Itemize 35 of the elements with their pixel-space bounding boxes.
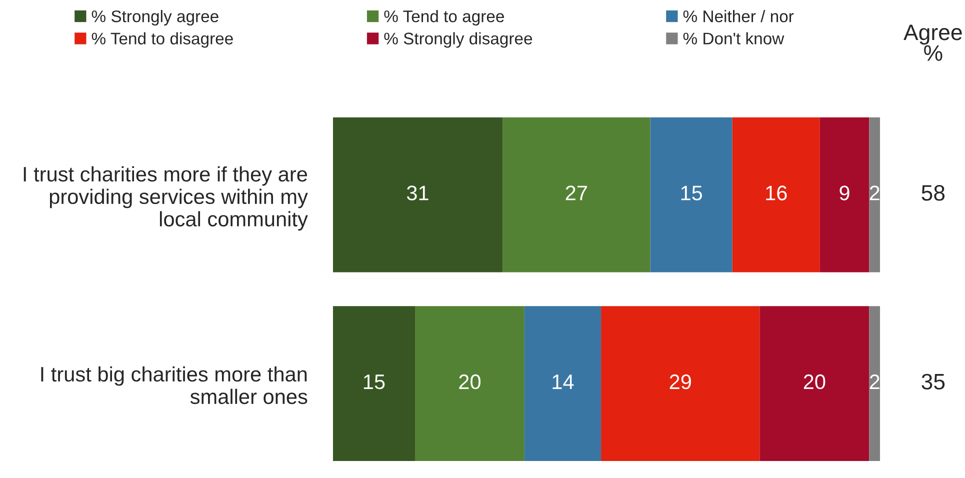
bar bbox=[650, 117, 732, 272]
bar bbox=[732, 117, 820, 272]
data-label: 16 bbox=[766, 186, 787, 200]
y-tick-label: I trust big charities more than smaller ones bbox=[41, 366, 308, 404]
bar bbox=[601, 306, 760, 462]
data-label: 15 bbox=[681, 186, 702, 200]
legend-label: % Don't know bbox=[683, 32, 784, 44]
bar bbox=[502, 117, 650, 272]
bar bbox=[869, 117, 880, 272]
text: 58 bbox=[922, 185, 945, 201]
data-label: 20 bbox=[804, 374, 826, 390]
data-label: 27 bbox=[566, 186, 587, 200]
data-label: 2 bbox=[870, 186, 880, 200]
bar bbox=[332, 117, 503, 272]
bar bbox=[869, 306, 880, 462]
legend-label: % Neither / nor bbox=[683, 10, 794, 22]
legend-label: % Strongly disagree bbox=[384, 32, 532, 48]
text: Agree % bbox=[904, 24, 962, 61]
bar bbox=[524, 306, 602, 462]
bar bbox=[415, 306, 524, 462]
data-label: 31 bbox=[406, 186, 428, 200]
legend-label: % Tend to disagree bbox=[92, 32, 233, 48]
data-label: 15 bbox=[364, 374, 385, 390]
data-label: 14 bbox=[552, 374, 574, 389]
text: 35 bbox=[922, 374, 945, 390]
legend-label: % Tend to agree bbox=[384, 10, 504, 26]
data-label: 29 bbox=[670, 374, 691, 390]
data-label: 9 bbox=[840, 186, 850, 200]
bar bbox=[760, 306, 870, 462]
bar bbox=[820, 117, 870, 272]
bar bbox=[332, 306, 415, 462]
legend-label: % Strongly agree bbox=[92, 10, 218, 26]
data-label: 2 bbox=[870, 374, 880, 389]
y-tick-label: I trust charities more if they are providing services within my local community bbox=[24, 166, 308, 231]
data-label: 20 bbox=[459, 374, 480, 390]
